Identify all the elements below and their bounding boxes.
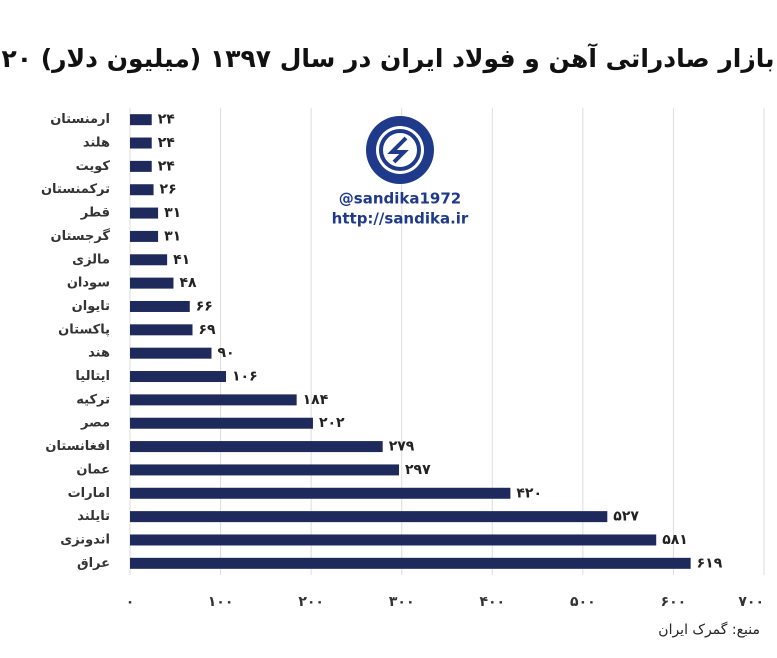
- y-tick-label: قطر: [80, 206, 110, 221]
- y-tick-label: ترکیه: [76, 392, 110, 407]
- value-label: ۲۷۹: [389, 439, 415, 455]
- bar: [130, 230, 159, 242]
- bar: [130, 254, 168, 266]
- y-tick-label: مالزی: [72, 252, 110, 267]
- y-tick-label: سودان: [67, 276, 110, 291]
- y-tick-label: تایوان: [72, 299, 110, 314]
- value-label: ۹۰: [218, 345, 235, 361]
- value-label: ۶۹: [198, 322, 216, 338]
- bar: [130, 207, 159, 219]
- bar: [130, 417, 313, 429]
- value-label: ۵۲۷: [613, 509, 639, 525]
- value-label: ۲۶: [160, 182, 177, 198]
- chart-title: ۲۰ بازار صادراتی آهن و فولاد ایران در سا…: [2, 43, 775, 74]
- bar: [130, 324, 193, 336]
- bar: [130, 487, 511, 499]
- y-tick-label: ترکمنستان: [41, 182, 110, 197]
- value-label: ۳۱: [164, 228, 181, 244]
- bar: [130, 277, 174, 289]
- value-label: ۲۹۷: [405, 462, 431, 478]
- watermark: @sandika1972: [339, 190, 461, 208]
- y-tick-label: ایتالیا: [75, 369, 110, 384]
- source: منبع: گمرک ایران: [658, 621, 760, 638]
- value-label: ۳۱: [164, 205, 181, 221]
- y-tick-label: هلند: [83, 136, 110, 151]
- y-tick-label: هند: [88, 346, 110, 361]
- value-label: ۲۴: [158, 112, 176, 128]
- y-tick-label: گرجستان: [50, 228, 110, 244]
- bar: [130, 464, 399, 476]
- y-tick-label: کویت: [76, 159, 111, 174]
- value-label: ۲۴: [158, 158, 176, 174]
- value-label: ۴۱: [173, 252, 190, 268]
- value-label: ۲۴: [158, 135, 176, 151]
- x-tick-label: ۷۰۰: [738, 594, 764, 610]
- value-label: ۱۸۴: [303, 392, 329, 408]
- x-tick-label: ۶۰۰: [661, 594, 687, 610]
- bar: [130, 371, 227, 383]
- value-label: ۶۱۹: [697, 555, 723, 571]
- x-tick-label: ۱۰۰: [208, 594, 234, 610]
- bar: [130, 534, 657, 546]
- bar: [130, 557, 691, 569]
- value-label: ۴۸: [179, 275, 197, 291]
- bar: [130, 137, 152, 149]
- y-tick-label: اندونزی: [60, 532, 110, 547]
- y-tick-label: عراق: [77, 556, 110, 571]
- y-tick-label: عمان: [76, 462, 110, 477]
- y-tick-label: تایلند: [77, 509, 110, 524]
- bar: [130, 160, 152, 172]
- x-tick-label: ۵۰۰: [570, 594, 596, 610]
- x-tick-label: ۴۰۰: [479, 594, 505, 610]
- y-tick-label: مصر: [80, 416, 110, 431]
- x-tick-label: ۰: [126, 594, 135, 610]
- bar: [130, 394, 297, 406]
- bar: [130, 114, 152, 126]
- value-label: ۲۰۲: [319, 415, 345, 431]
- bar: [130, 184, 154, 196]
- value-label: ۱۰۶: [232, 369, 258, 385]
- value-label: ۶۶: [196, 298, 213, 314]
- bar: [130, 441, 383, 453]
- watermark: http://sandika.ir: [332, 210, 469, 228]
- y-tick-label: پاکستان: [58, 322, 110, 337]
- y-tick-label: ارمنستان: [50, 112, 110, 127]
- value-label: ۵۸۱: [662, 532, 688, 548]
- bar: [130, 300, 190, 312]
- logo: [366, 116, 434, 184]
- x-tick-label: ۲۰۰: [298, 594, 324, 610]
- y-tick-label: افغانستان: [45, 439, 110, 454]
- y-tick-label: امارات: [68, 486, 110, 501]
- bar: [130, 347, 212, 359]
- x-tick-label: ۳۰۰: [389, 594, 415, 610]
- value-label: ۴۲۰: [516, 485, 542, 501]
- bar: [130, 511, 608, 523]
